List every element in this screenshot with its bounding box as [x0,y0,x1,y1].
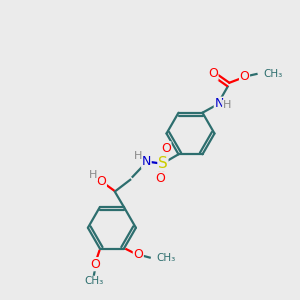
Text: H: H [223,100,231,110]
Text: O: O [240,70,249,83]
Text: O: O [91,258,100,271]
Text: O: O [208,67,218,80]
Text: O: O [134,248,143,261]
Text: CH₃: CH₃ [263,69,282,79]
Text: N: N [142,155,151,168]
Text: H: H [134,151,142,161]
Text: N: N [214,97,224,110]
Text: S: S [158,156,168,171]
Text: O: O [161,142,171,155]
Text: H: H [89,170,98,180]
Text: CH₃: CH₃ [84,276,104,286]
Text: O: O [97,175,106,188]
Text: O: O [155,172,165,185]
Text: CH₃: CH₃ [156,253,176,262]
